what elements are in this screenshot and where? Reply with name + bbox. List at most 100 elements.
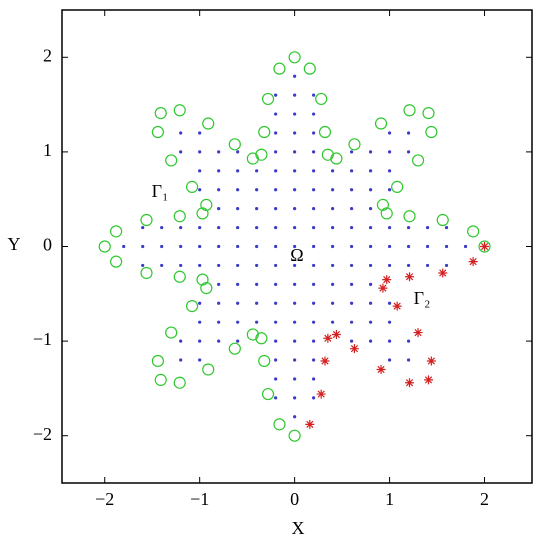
interior-point — [349, 301, 354, 305]
interior-point — [198, 131, 202, 135]
interior-point — [236, 282, 240, 286]
gamma1-point — [258, 354, 271, 368]
interior-point — [198, 301, 202, 305]
interior-point — [236, 339, 240, 343]
gamma1-point — [321, 148, 334, 161]
gamma2-point — [424, 375, 434, 385]
omega-label: Ω — [290, 245, 303, 265]
interior-point — [349, 150, 354, 154]
gamma1-point — [288, 429, 301, 442]
gamma1-point — [110, 255, 123, 268]
interior-point — [349, 282, 354, 286]
interior-point — [387, 358, 392, 362]
interior-point — [293, 112, 297, 116]
interior-point — [160, 244, 164, 249]
gamma1-point — [202, 363, 215, 376]
interior-point — [217, 244, 221, 249]
gamma2-point — [331, 329, 341, 339]
interior-point — [312, 282, 316, 286]
interior-point — [293, 169, 297, 173]
interior-point — [236, 301, 240, 305]
x-tick-label: −2 — [95, 489, 114, 509]
y-tick-label: 1 — [43, 140, 52, 160]
interior-point — [122, 244, 126, 249]
gamma2-point — [305, 419, 315, 429]
interior-point — [179, 358, 183, 362]
x-tick-label: 1 — [385, 489, 394, 509]
interior-point — [217, 320, 221, 324]
interior-point — [236, 188, 240, 192]
gamma1-point — [173, 376, 186, 389]
y-axis-label: Y — [8, 234, 21, 254]
interior-point — [312, 244, 316, 249]
x-tick-label: −1 — [190, 489, 209, 509]
interior-point — [274, 339, 278, 343]
interior-point — [387, 188, 392, 192]
interior-point — [255, 244, 259, 249]
gamma2-point — [320, 356, 330, 366]
interior-point — [368, 282, 373, 286]
interior-point — [331, 282, 335, 286]
interior-point — [387, 244, 392, 249]
interior-point — [198, 244, 202, 249]
interior-point — [349, 263, 354, 268]
interior-point — [198, 320, 202, 324]
interior-point — [368, 150, 373, 154]
interior-point — [293, 396, 297, 400]
interior-point — [236, 244, 240, 249]
interior-point — [406, 225, 411, 230]
interior-point — [387, 169, 392, 173]
interior-point — [387, 225, 392, 230]
interior-point — [293, 244, 297, 249]
interior-point — [217, 282, 221, 286]
interior-point — [293, 415, 297, 419]
interior-point — [198, 358, 202, 362]
gamma1-point — [258, 125, 271, 139]
interior-point — [217, 263, 221, 268]
interior-point — [312, 358, 316, 362]
gamma2-point — [349, 344, 359, 354]
gamma1-point — [228, 138, 241, 151]
interior-point — [368, 339, 373, 343]
gamma1-point — [196, 207, 209, 220]
interior-point — [331, 188, 335, 192]
interior-point — [293, 207, 297, 211]
interior-point — [217, 207, 221, 211]
interior-point — [349, 188, 354, 192]
interior-point — [274, 131, 278, 135]
gamma2-point — [405, 272, 415, 282]
gamma1-point — [165, 326, 178, 339]
interior-point — [255, 301, 259, 305]
interior-point — [198, 263, 202, 268]
interior-point — [312, 225, 316, 230]
gamma1-point — [255, 332, 268, 345]
interior-point — [349, 320, 354, 324]
interior-point — [217, 339, 221, 343]
gamma1-point — [330, 152, 343, 165]
gamma1-point — [374, 117, 388, 130]
gamma1-point — [261, 92, 275, 106]
gamma2-point — [413, 328, 423, 338]
interior-point — [293, 377, 297, 381]
interior-point — [312, 93, 316, 97]
gamma2-label: Γ₂ — [414, 288, 431, 308]
interior-point — [236, 263, 240, 268]
gamma1-point — [303, 62, 316, 75]
interior-point — [255, 320, 259, 324]
interior-point — [312, 339, 316, 343]
interior-point — [368, 244, 373, 249]
gamma2-point — [323, 333, 333, 343]
interior-point — [331, 244, 335, 249]
interior-point — [312, 169, 316, 173]
gamma1-point — [255, 148, 268, 161]
gamma2-point — [405, 378, 415, 388]
gamma1-point — [151, 354, 164, 368]
interior-point — [293, 74, 297, 78]
interior-point — [331, 320, 335, 324]
y-tick-label: −2 — [33, 424, 52, 444]
gamma1-point — [196, 273, 209, 286]
interior-point — [312, 301, 316, 305]
interior-point — [217, 188, 221, 192]
gamma2-point — [382, 275, 392, 285]
gamma1-point — [436, 213, 449, 227]
